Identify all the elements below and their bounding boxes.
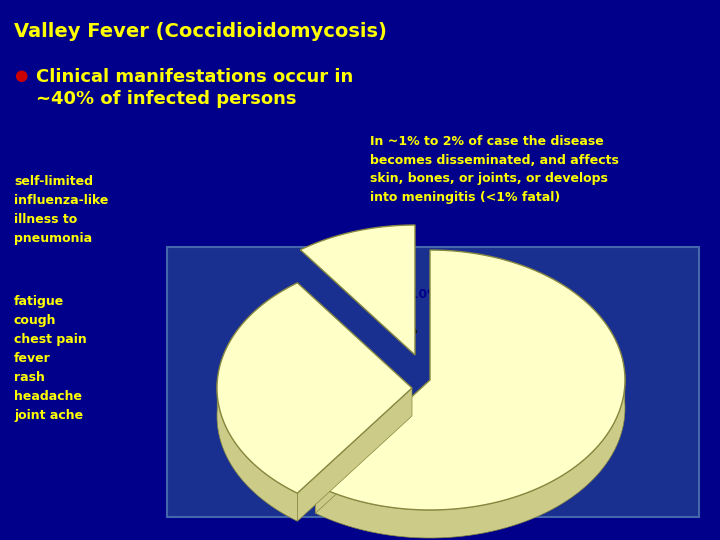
Text: Clinical manifestations occur in: Clinical manifestations occur in [36, 68, 354, 86]
Polygon shape [315, 374, 625, 538]
Text: fatigue
cough
chest pain
fever
rash
headache
joint ache: fatigue cough chest pain fever rash head… [14, 295, 86, 422]
Text: ~10%: ~10% [400, 288, 441, 301]
Text: In ~1% to 2% of case the disease
becomes disseminated, and affects
skin, bones, : In ~1% to 2% of case the disease becomes… [370, 135, 619, 204]
Polygon shape [315, 250, 625, 510]
Text: Valley Fever (Coccidioidomycosis): Valley Fever (Coccidioidomycosis) [14, 22, 387, 41]
Text: Not Severe
~30%: Not Severe ~30% [266, 375, 354, 405]
Polygon shape [315, 380, 430, 513]
Text: Severe: Severe [315, 255, 364, 268]
Text: ~40% of infected persons: ~40% of infected persons [36, 90, 297, 108]
Polygon shape [217, 382, 297, 521]
Polygon shape [217, 283, 412, 493]
Polygon shape [300, 225, 415, 355]
Text: ●: ● [14, 68, 27, 83]
Text: self-limited
influenza-like
illness to
pneumonia: self-limited influenza-like illness to p… [14, 175, 109, 245]
Text: Asymptomatic
~60%: Asymptomatic ~60% [520, 361, 620, 389]
FancyBboxPatch shape [167, 247, 699, 517]
Polygon shape [297, 388, 412, 521]
